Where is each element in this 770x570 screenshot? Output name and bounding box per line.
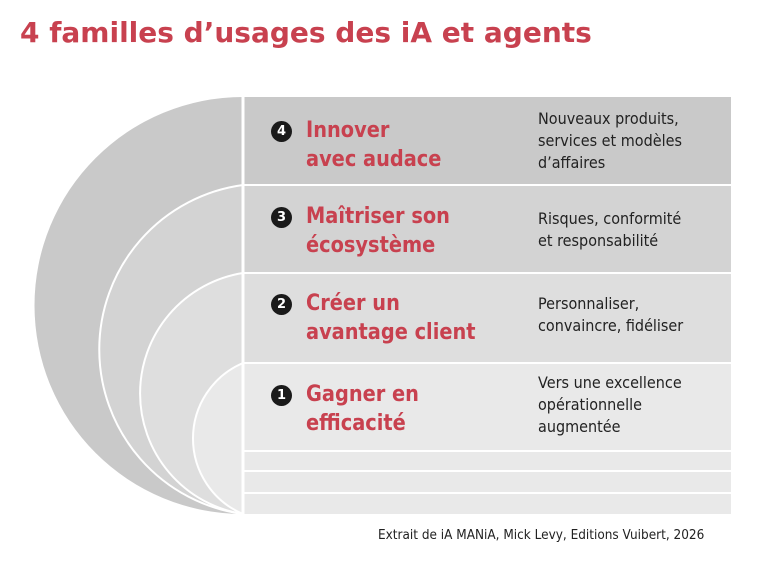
family-1-desc-line2: opérationnelle [538,395,642,414]
family-3-desc-line1: Risques, conformité [538,209,682,228]
family-3-label-line1: Maîtriser son [306,204,450,229]
family-2-number-badge: 2 [271,294,292,315]
family-3-desc-line2: et responsabilité [538,231,659,250]
family-3-label: Maîtriser son écosystème [306,202,450,260]
arc-separator [139,272,244,515]
family-2-label: Créer un avantage client [306,289,475,347]
page-title: 4 familles d’usages des iA et agents [20,16,592,49]
family-4-label-line2: avec audace [306,147,442,172]
family-4-label: Innover avec audace [306,116,441,174]
family-2-description: Personnaliser, convaincre, fidéliser [538,293,683,337]
family-1-desc-line3: augmentée [538,417,621,436]
family-4-desc-line1: Nouveaux produits, [538,109,679,128]
family-3-number-badge: 3 [271,207,292,228]
family-2-label-line2: avantage client [306,320,476,345]
arc-separator [191,362,244,515]
family-4-description: Nouveaux produits, services et modèles d… [538,108,682,174]
family-1-label: Gagner en efficacité [306,380,419,438]
family-3-description: Risques, conformité et responsabilité [538,208,681,252]
family-4-number-badge: 4 [271,121,292,142]
family-1-desc-line1: Vers une excellence [538,373,682,392]
family-2-label-line1: Créer un [306,291,400,316]
band-1-shape [192,363,731,514]
family-3-label-line2: écosystème [306,233,436,258]
family-4-desc-line2: services et modèles [538,131,682,150]
family-1-number-badge: 1 [271,385,292,406]
family-4-desc-line3: d’affaires [538,153,606,172]
arc-separator [98,184,244,515]
family-2-desc-line2: convaincre, fidéliser [538,316,684,335]
source-credit: Extrait de iA MANiA, Mick Levy, Editions… [378,528,705,543]
family-1-label-line1: Gagner en [306,382,419,407]
family-1-label-line2: efficacité [306,411,406,436]
family-1-description: Vers une excellence opérationnelle augme… [538,372,682,438]
family-4-label-line1: Innover [306,118,390,143]
family-2-desc-line1: Personnaliser, [538,294,640,313]
